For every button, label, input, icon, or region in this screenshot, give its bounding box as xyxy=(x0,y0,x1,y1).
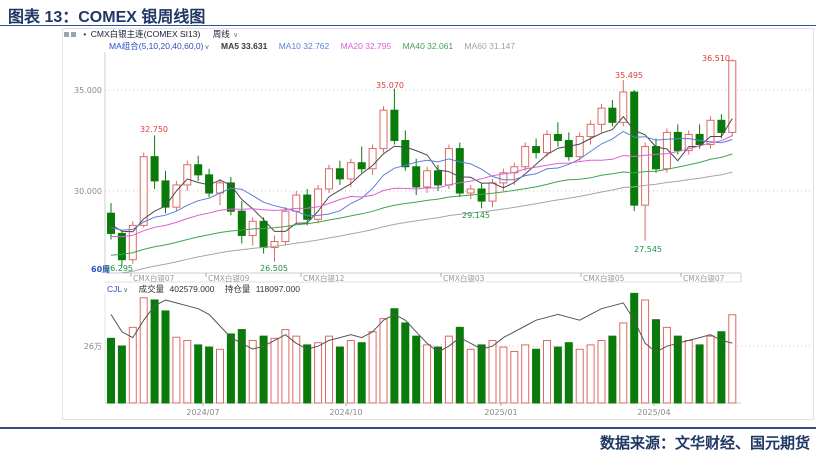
svg-text:CMX白银07: CMX白银07 xyxy=(133,273,175,283)
volume-indicator-selector[interactable]: CJL∨ xyxy=(107,284,129,294)
svg-text:26.505: 26.505 xyxy=(260,264,288,273)
volume-bars xyxy=(107,292,737,404)
ma-combo-selector[interactable]: MA组合(5,10,20,40,60,0)∨ xyxy=(109,41,210,51)
price-annotations: 26.295 32.750 26.505 35.070 29.145 35.495 27.5… xyxy=(105,54,730,273)
data-source: 数据来源：文华财经、国元期货 xyxy=(599,435,810,452)
svg-text:CMX白银03: CMX白银03 xyxy=(443,273,485,283)
svg-text:35.000: 35.000 xyxy=(74,86,102,95)
ma40-value: MA40 32.061 xyxy=(402,41,454,51)
svg-text:26万: 26万 xyxy=(84,342,102,351)
svg-text:2024/10: 2024/10 xyxy=(329,408,362,417)
instrument-name[interactable]: CMX白银主连(COMEX SI13) xyxy=(90,29,201,39)
svg-text:CMX白银07: CMX白银07 xyxy=(683,273,725,283)
bullet-icon: • xyxy=(83,29,87,39)
oi-line xyxy=(110,299,733,353)
ma-lines xyxy=(110,115,733,273)
ma10-value: MA10 32.762 xyxy=(278,41,330,51)
figure-title: 图表 13：COMEX 银周线图 xyxy=(8,9,206,26)
svg-text:36.510: 36.510 xyxy=(702,54,730,63)
chevron-down-icon[interactable]: ∨ xyxy=(233,32,239,39)
volume-header: CJL∨ 成交量 402579.000 持仓量 118097.000 xyxy=(63,284,813,294)
time-axis: 2024/07 2024/10 2025/01 2025/04 xyxy=(186,403,671,417)
svg-text:CMX白银05: CMX白银05 xyxy=(583,273,625,283)
chevron-down-icon: ∨ xyxy=(123,287,129,294)
ma60-value: MA60 31.147 xyxy=(464,41,516,51)
svg-text:35.495: 35.495 xyxy=(615,71,643,80)
chevron-down-icon: ∨ xyxy=(204,44,210,51)
period-selector[interactable]: 周线 xyxy=(212,29,230,39)
svg-text:32.750: 32.750 xyxy=(140,125,168,134)
open-interest-value: 118097.000 xyxy=(255,284,300,294)
svg-text:2025/04: 2025/04 xyxy=(637,408,670,417)
svg-text:2024/07: 2024/07 xyxy=(186,408,219,417)
period-badge: 60周 xyxy=(91,265,110,274)
svg-text:CMX白银12: CMX白银12 xyxy=(303,273,345,283)
ma-header: MA组合(5,10,20,40,60,0)∨ MA5 33.631 MA10 3… xyxy=(63,40,813,52)
window-icon[interactable] xyxy=(64,31,69,37)
title-divider-line xyxy=(0,25,816,26)
volume-value: 402579.000 xyxy=(169,284,215,294)
ma5-value: MA5 33.631 xyxy=(221,41,268,51)
ma20-value: MA20 32.795 xyxy=(340,41,392,51)
svg-text:60周: 60周 xyxy=(91,265,110,274)
svg-text:2025/01: 2025/01 xyxy=(484,408,517,417)
svg-text:26.295: 26.295 xyxy=(105,264,133,273)
svg-text:27.545: 27.545 xyxy=(634,245,662,254)
contract-markers: CMX白银07 CMX白银09 CMX白银12 CMX白银03 CMX白银05 CMX白银… xyxy=(130,273,725,283)
instrument-header: • CMX白银主连(COMEX SI13) 周线 ∨ xyxy=(63,29,813,40)
window-icon[interactable] xyxy=(71,31,76,37)
svg-text:30.000: 30.000 xyxy=(74,187,102,196)
svg-text:29.145: 29.145 xyxy=(462,211,490,220)
price-gridlines: 35.000 30.000 26万 xyxy=(74,86,811,351)
open-interest-label: 持仓量 xyxy=(224,284,251,294)
source-divider-line xyxy=(0,427,816,429)
volume-label: 成交量 xyxy=(138,284,165,294)
svg-text:35.070: 35.070 xyxy=(376,81,404,90)
chart-window: • CMX白银主连(COMEX SI13) 周线 ∨ MA组合(5,10,20,… xyxy=(62,28,814,420)
svg-text:CMX白银09: CMX白银09 xyxy=(208,273,250,283)
